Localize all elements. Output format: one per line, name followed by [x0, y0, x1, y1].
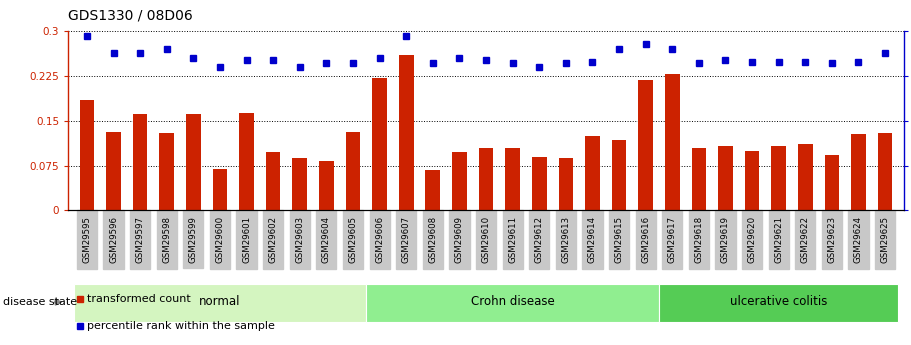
- Bar: [186, 114, 200, 210]
- Text: normal: normal: [200, 295, 241, 308]
- Bar: [478, 148, 494, 210]
- Bar: [240, 113, 254, 210]
- Bar: [506, 148, 520, 210]
- Bar: [425, 170, 440, 210]
- Text: ulcerative colitis: ulcerative colitis: [730, 295, 827, 308]
- Bar: [851, 134, 865, 210]
- Bar: [452, 152, 466, 210]
- FancyBboxPatch shape: [659, 284, 898, 322]
- Bar: [107, 131, 121, 210]
- Bar: [292, 158, 307, 210]
- Bar: [159, 133, 174, 210]
- Bar: [212, 169, 227, 210]
- FancyBboxPatch shape: [74, 284, 366, 322]
- Text: disease state: disease state: [3, 297, 77, 307]
- Bar: [373, 78, 387, 210]
- Text: percentile rank within the sample: percentile rank within the sample: [87, 321, 274, 331]
- Bar: [266, 152, 281, 210]
- Bar: [718, 147, 732, 210]
- Bar: [798, 144, 813, 210]
- Bar: [665, 74, 680, 210]
- FancyBboxPatch shape: [366, 284, 659, 322]
- Bar: [585, 136, 599, 210]
- Bar: [133, 114, 148, 210]
- Text: transformed count: transformed count: [87, 294, 190, 304]
- Bar: [399, 55, 414, 210]
- Bar: [745, 151, 760, 210]
- Bar: [639, 80, 653, 210]
- Bar: [319, 161, 333, 210]
- Text: GDS1330 / 08D06: GDS1330 / 08D06: [68, 9, 193, 23]
- Bar: [691, 148, 706, 210]
- Bar: [532, 157, 547, 210]
- Bar: [558, 158, 573, 210]
- Bar: [772, 147, 786, 210]
- Bar: [824, 156, 839, 210]
- Text: Crohn disease: Crohn disease: [471, 295, 555, 308]
- Bar: [79, 100, 94, 210]
- Bar: [878, 133, 893, 210]
- Bar: [345, 131, 361, 210]
- Bar: [611, 140, 627, 210]
